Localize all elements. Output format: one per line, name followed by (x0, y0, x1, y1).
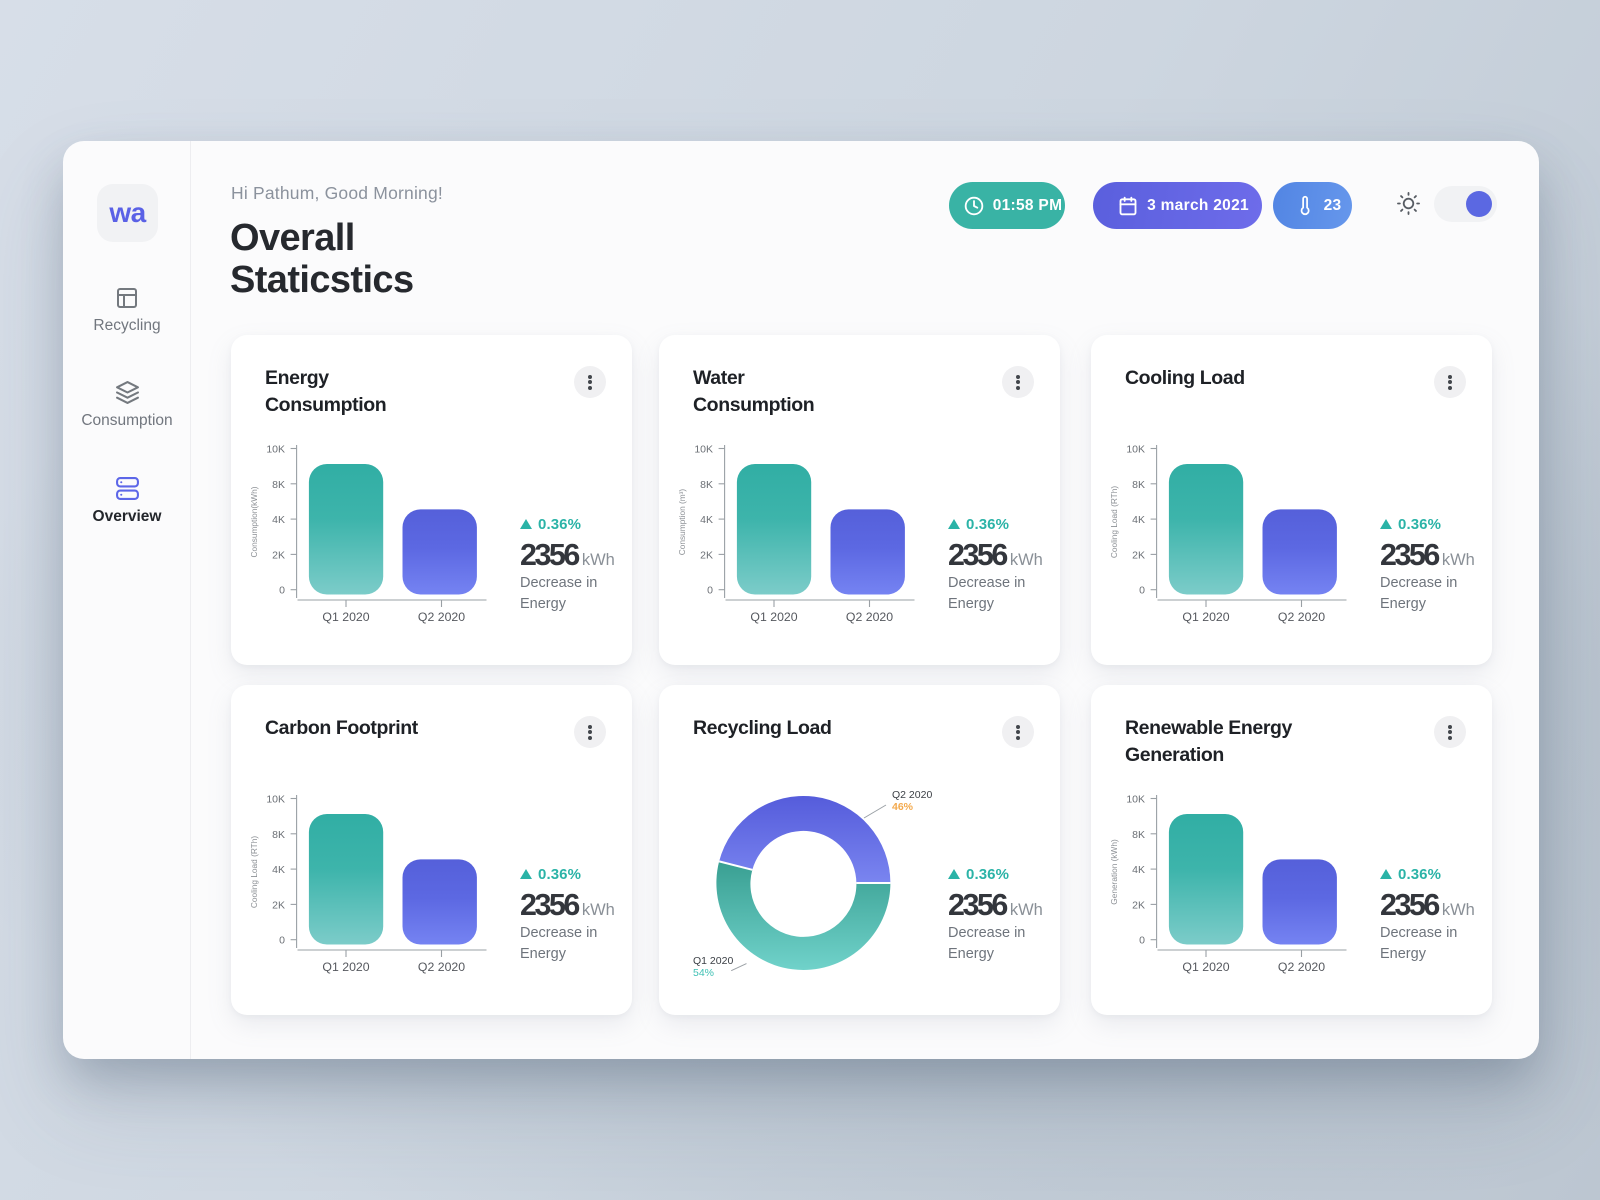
svg-text:4K: 4K (700, 514, 713, 526)
svg-text:0: 0 (279, 935, 285, 947)
svg-text:2K: 2K (700, 549, 713, 561)
svg-text:Q2 2020: Q2 2020 (418, 960, 465, 974)
svg-text:0: 0 (707, 585, 713, 597)
svg-text:Cooling Load (RTh): Cooling Load (RTh) (251, 836, 259, 908)
svg-text:Q2 2020: Q2 2020 (846, 610, 893, 624)
svg-text:10K: 10K (266, 794, 285, 806)
svg-text:2K: 2K (1132, 899, 1145, 911)
svg-text:Q2 2020: Q2 2020 (1278, 960, 1325, 974)
svg-text:10K: 10K (1126, 444, 1145, 456)
svg-text:10K: 10K (1126, 794, 1145, 806)
svg-text:8K: 8K (700, 479, 713, 491)
svg-text:Consumption(kWh): Consumption(kWh) (251, 486, 259, 557)
svg-text:Q1 2020: Q1 2020 (1182, 610, 1229, 624)
svg-text:4K: 4K (272, 864, 285, 876)
svg-text:Q1 2020: Q1 2020 (322, 960, 369, 974)
svg-text:4K: 4K (1132, 514, 1145, 526)
svg-text:Generation (kWh): Generation (kWh) (1111, 839, 1119, 905)
svg-text:2K: 2K (272, 549, 285, 561)
svg-text:8K: 8K (1132, 479, 1145, 491)
svg-text:0: 0 (279, 585, 285, 597)
svg-text:10K: 10K (694, 444, 713, 456)
svg-text:Q1 2020: Q1 2020 (750, 610, 797, 624)
svg-text:Q2 2020: Q2 2020 (418, 610, 465, 624)
svg-text:4K: 4K (272, 514, 285, 526)
svg-text:Cooling Load (RTh): Cooling Load (RTh) (1111, 486, 1119, 558)
svg-text:Q1 2020: Q1 2020 (322, 610, 369, 624)
svg-text:2K: 2K (1132, 549, 1145, 561)
svg-text:10K: 10K (266, 444, 285, 456)
svg-text:2K: 2K (272, 899, 285, 911)
svg-text:4K: 4K (1132, 864, 1145, 876)
svg-text:Q1 2020: Q1 2020 (1182, 960, 1229, 974)
svg-text:8K: 8K (272, 479, 285, 491)
svg-text:Consumption (m³): Consumption (m³) (679, 489, 687, 556)
svg-text:Q2 2020: Q2 2020 (1278, 610, 1325, 624)
svg-text:8K: 8K (272, 829, 285, 841)
svg-text:8K: 8K (1132, 829, 1145, 841)
svg-text:0: 0 (1139, 935, 1145, 947)
svg-text:0: 0 (1139, 585, 1145, 597)
